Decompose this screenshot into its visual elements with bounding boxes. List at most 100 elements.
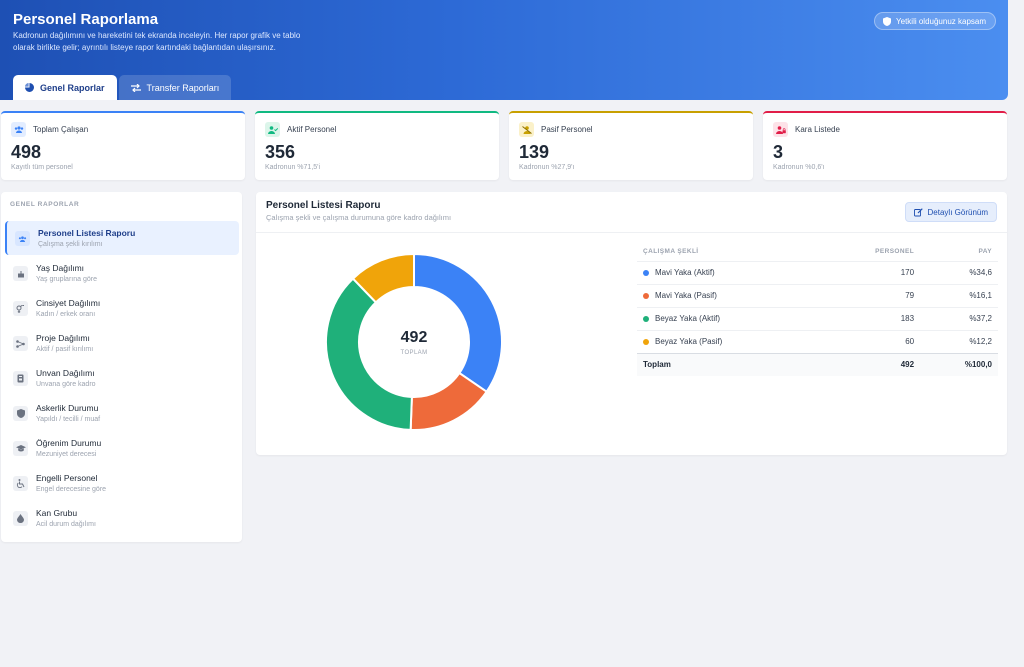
donut-slice (351, 252, 415, 304)
legend-dot (643, 292, 649, 299)
user-slash-icon (519, 122, 534, 137)
sidebar-item-personnel-list[interactable]: Personel Listesi Raporu Çalışma şekli kı… (5, 221, 239, 255)
sidebar-item-label: Engelli Personel (36, 473, 98, 483)
sidebar-item-sublabel: Acil durum dağılımı (36, 521, 96, 528)
table-row: Mavi Yaka (Aktif) 170 %34,6 (637, 260, 998, 284)
sidebar-item-sublabel: Unvana göre kadro (36, 381, 96, 388)
sidebar-item-sublabel: Çalışma şekli kırılımı (38, 241, 103, 248)
wheelchair-icon (13, 476, 28, 491)
sidebar-section-title: GENEL RAPORLAR (10, 201, 80, 208)
shield-icon (13, 406, 28, 421)
sidebar-item-education[interactable]: Öğrenim Durumu Mezuniyet derecesi (5, 431, 239, 465)
sidebar-item-label: Cinsiyet Dağılımı (36, 298, 101, 308)
row-count: 183 (818, 306, 921, 330)
tab-label: Genel Raporlar (40, 82, 105, 93)
id-badge-icon (13, 371, 28, 386)
sidebar-item-sublabel: Engel derecesine göre (36, 486, 107, 493)
table-row: Mavi Yaka (Pasif) 79 %16,1 (637, 283, 998, 307)
stat-subtext: Kadronun %0,6'ı (773, 164, 825, 171)
row-label-cell: Beyaz Yaka (Aktif) (637, 306, 819, 330)
donut-slice (413, 252, 503, 394)
donut-total-label: TOPLAM (400, 349, 428, 356)
stat-card-total: Toplam Çalışan 498 Kayıtlı tüm personel (1, 111, 245, 180)
users-icon (11, 122, 26, 137)
row-share: %16,1 (920, 283, 998, 307)
sidebar-item-label: Kan Grubu (36, 508, 78, 518)
detail-view-button[interactable]: Detaylı Görünüm (904, 202, 997, 222)
scope-button[interactable]: Yetkili olduğunuz kapsam (874, 12, 996, 30)
row-share: %12,2 (920, 329, 998, 353)
donut-total-value: 492 (400, 328, 428, 346)
detail-view-label: Detaylı Görünüm (927, 207, 988, 217)
legend-dot (643, 338, 649, 345)
sidebar-item-label: Proje Dağılımı (36, 333, 90, 343)
row-label-cell: Mavi Yaka (Pasif) (637, 283, 819, 307)
stat-label: Pasif Personel (541, 125, 593, 134)
stat-card-blacklist: Kara Listede 3 Kadronun %0,6'ı (763, 111, 1007, 180)
distribution-table: ÇALIŞMA ŞEKLİ PERSONEL PAY Mavi Yaka (Ak… (637, 243, 998, 376)
drop-icon (13, 511, 28, 526)
column-header: PAY (978, 248, 992, 256)
edit-icon (913, 207, 923, 216)
row-share: %37,2 (920, 306, 998, 330)
report-title: Personel Listesi Raporu (266, 200, 381, 211)
cake-icon (13, 266, 28, 281)
tab-transfer-reports[interactable]: Transfer Raporları (118, 75, 232, 100)
user-check-icon (265, 122, 280, 137)
total-share: %100,0 (920, 352, 998, 376)
sidebar-item-sublabel: Kadın / erkek oranı (36, 311, 96, 318)
sidebar-item-military[interactable]: Askerlik Durumu Yapıldı / tecilli / muaf (5, 396, 239, 430)
table-row: Beyaz Yaka (Aktif) 183 %37,2 (637, 306, 998, 330)
sidebar-item-label: Öğrenim Durumu (36, 438, 102, 448)
row-count: 79 (818, 283, 921, 307)
report-sidebar: GENEL RAPORLAR Personel Listesi Raporu Ç… (1, 192, 242, 542)
stat-value: 139 (519, 142, 550, 162)
shield-icon (883, 16, 892, 26)
sidebar-item-project[interactable]: Proje Dağılımı Aktif / pasif kırılımı (5, 326, 239, 360)
stat-value: 3 (773, 142, 784, 162)
sidebar-item-label: Unvan Dağılımı (36, 368, 95, 378)
sidebar-item-disabled[interactable]: Engelli Personel Engel derecesine göre (5, 466, 239, 500)
gender-icon (13, 301, 28, 316)
sidebar-item-label: Askerlik Durumu (36, 403, 99, 413)
row-count: 170 (818, 260, 921, 284)
donut-chart-svg (325, 252, 503, 431)
stat-value: 356 (265, 142, 296, 162)
sidebar-item-title[interactable]: Unvan Dağılımı Unvana göre kadro (5, 361, 239, 395)
page-title: Personel Raporlama (13, 11, 159, 28)
stat-label: Toplam Çalışan (33, 125, 89, 134)
stat-card-passive: Pasif Personel 139 Kadronun %27,9'ı (509, 111, 753, 180)
total-count: 492 (818, 352, 921, 376)
stat-subtext: Kayıtlı tüm personel (11, 164, 73, 171)
stat-label: Kara Listede (795, 125, 840, 134)
tab-general-reports[interactable]: Genel Raporlar (13, 75, 117, 100)
column-header: PERSONEL (875, 248, 915, 256)
page-header: Personel Raporlama Kadronun dağılımını v… (0, 0, 1008, 100)
sidebar-item-age[interactable]: Yaş Dağılımı Yaş gruplarına göre (5, 256, 239, 290)
users-icon (15, 231, 30, 246)
scope-button-label: Yetkili olduğunuz kapsam (896, 16, 986, 26)
page-description: Kadronun dağılımını ve hareketini tek ek… (13, 31, 301, 52)
row-share: %34,6 (920, 260, 998, 284)
sidebar-item-label: Yaş Dağılımı (36, 263, 85, 273)
sidebar-item-label: Personel Listesi Raporu (38, 228, 136, 238)
donut-slice (325, 277, 413, 431)
graduation-cap-icon (13, 441, 28, 456)
sidebar-item-blood-type[interactable]: Kan Grubu Acil durum dağılımı (5, 501, 239, 535)
sidebar-item-sublabel: Aktif / pasif kırılımı (36, 346, 94, 353)
column-header: ÇALIŞMA ŞEKLİ (643, 248, 699, 256)
total-label: Toplam (637, 352, 819, 376)
panel-divider (256, 232, 1007, 233)
row-label: Beyaz Yaka (Aktif) (655, 314, 721, 323)
sidebar-item-gender[interactable]: Cinsiyet Dağılımı Kadın / erkek oranı (5, 291, 239, 325)
tab-label: Transfer Raporları (146, 82, 220, 93)
table-header-row: ÇALIŞMA ŞEKLİ PERSONEL PAY (637, 243, 998, 261)
stat-card-active: Aktif Personel 356 Kadronun %71,5'i (255, 111, 499, 180)
sidebar-item-sublabel: Yapıldı / tecilli / muaf (36, 416, 101, 423)
donut-chart: 492 TOPLAM (322, 250, 506, 434)
legend-dot (643, 269, 649, 276)
table-row: Beyaz Yaka (Pasif) 60 %12,2 (637, 329, 998, 353)
row-label: Mavi Yaka (Pasif) (655, 291, 717, 300)
row-label: Beyaz Yaka (Pasif) (655, 337, 723, 346)
sidebar-item-sublabel: Mezuniyet derecesi (36, 451, 97, 458)
